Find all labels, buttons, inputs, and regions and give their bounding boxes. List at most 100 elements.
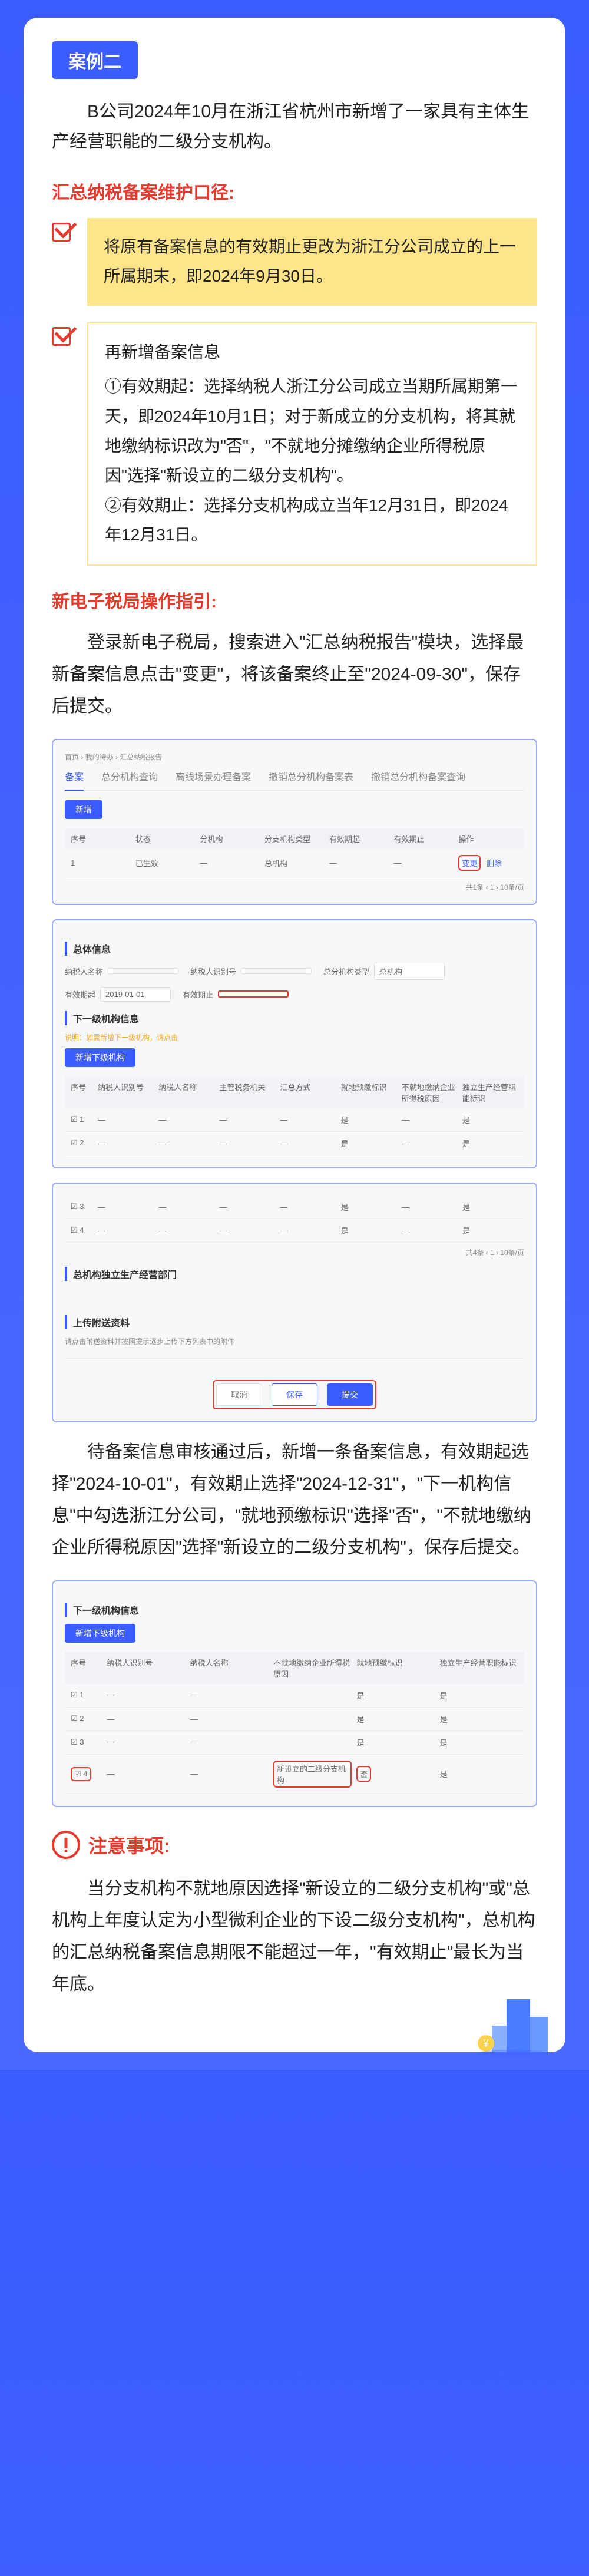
screenshot-1: 首页 › 我的待办 › 汇总纳税报告 备案 总分机构查询 离线场景办理备案 撤销… bbox=[52, 739, 537, 905]
tab-item[interactable]: 离线场景办理备案 bbox=[176, 769, 251, 783]
th: 状态 bbox=[135, 833, 196, 844]
bordered-info-box: 再新增备案信息 ①有效期起：选择纳税人浙江分公司成立当期所属期第一天，即2024… bbox=[87, 322, 537, 566]
heading-maintain: 汇总纳税备案维护口径: bbox=[52, 178, 537, 204]
pager: 共1条 ‹ 1 › 10条/页 bbox=[65, 882, 524, 892]
add-button[interactable]: 新增 bbox=[65, 800, 102, 819]
td: 是 bbox=[440, 1690, 518, 1701]
warning-icon bbox=[52, 1831, 80, 1859]
table-header: 序号 状态 分机构 分支机构类型 有效期起 有效期止 操作 bbox=[65, 828, 524, 849]
form-item: 总分机构类型总机构 bbox=[323, 963, 445, 980]
td: 是 bbox=[356, 1737, 435, 1748]
notice-body: 当分支机构不就地原因选择"新设立的二级分支机构"或"总机构上年度认定为小型微利企… bbox=[52, 1873, 537, 2000]
submit-button[interactable]: 提交 bbox=[327, 1383, 373, 1406]
form-item: 纳税人识别号 bbox=[190, 963, 312, 980]
td: 已生效 bbox=[135, 857, 196, 868]
td: — bbox=[200, 858, 260, 867]
th: 纳税人名称 bbox=[158, 1081, 214, 1104]
point-1: 将原有备案信息的有效期止更改为浙江分公司成立的上一所属期末，即2024年9月30… bbox=[52, 218, 537, 306]
form-item: 有效期起2019-01-01 bbox=[65, 987, 171, 1002]
table-row: ☑ 3—— 是 是 bbox=[65, 1731, 524, 1755]
th: 有效期止 bbox=[394, 833, 454, 844]
td: 是 bbox=[341, 1114, 397, 1125]
breadcrumb: 首页 › 我的待办 › 汇总纳税报告 bbox=[65, 752, 524, 762]
td: 总机构 bbox=[264, 857, 325, 868]
th: 纳税人识别号 bbox=[98, 1081, 154, 1104]
th: 独立生产经营职能标识 bbox=[440, 1657, 518, 1679]
change-link[interactable]: 变更 bbox=[458, 855, 481, 871]
tab-item[interactable]: 撤销总分机构备案查询 bbox=[371, 769, 465, 783]
th: 纳税人识别号 bbox=[107, 1657, 185, 1679]
button-group-marked: 取消 保存 提交 bbox=[213, 1380, 376, 1409]
notice-title: 注意事项: bbox=[88, 1831, 170, 1858]
delete-link[interactable]: 删除 bbox=[487, 859, 502, 868]
th: 不就地缴纳企业所得税原因 bbox=[402, 1081, 458, 1104]
section-title: 上传附送资料 bbox=[65, 1315, 524, 1329]
table-row: ☑ 1———— 是— 是 bbox=[65, 1108, 524, 1132]
td: 是 bbox=[341, 1138, 397, 1149]
screenshot-4: 下一级机构信息 新增下级机构 序号 纳税人识别号 纳税人名称 不就地缴纳企业所得… bbox=[52, 1580, 537, 1807]
td: 是 bbox=[356, 1713, 435, 1725]
td: 是 bbox=[462, 1114, 518, 1125]
table-row: ☑ 2—— 是 是 bbox=[65, 1708, 524, 1731]
th: 就地预缴标识 bbox=[341, 1081, 397, 1104]
section-title: 下一级机构信息 bbox=[65, 1603, 524, 1617]
th: 汇总方式 bbox=[280, 1081, 336, 1104]
th: 分支机构类型 bbox=[264, 833, 325, 844]
form-item: 纳税人名称 bbox=[65, 963, 178, 980]
th: 不就地缴纳企业所得税原因 bbox=[273, 1657, 352, 1679]
add-sub-button[interactable]: 新增下级机构 bbox=[65, 1624, 135, 1643]
th: 序号 bbox=[71, 833, 131, 844]
th: 操作 bbox=[458, 833, 518, 844]
svg-text:¥: ¥ bbox=[482, 2037, 489, 2049]
tab-bar: 备案 总分机构查询 离线场景办理备案 撤销总分机构备案表 撤销总分机构备案查询 bbox=[65, 769, 524, 791]
td: 是 bbox=[440, 1713, 518, 1725]
tab-active[interactable]: 备案 bbox=[65, 769, 84, 791]
section-title: 下一级机构信息 bbox=[65, 1011, 524, 1025]
bordered-box-line2: ②有效期止：选择分支机构成立当年12月31日，即2024年12月31日。 bbox=[105, 491, 519, 550]
add-sub-button[interactable]: 新增下级机构 bbox=[65, 1048, 135, 1067]
td: 是 bbox=[356, 1690, 435, 1701]
pager: 共4条 ‹ 1 › 10条/页 bbox=[65, 1247, 524, 1257]
td: 是 bbox=[440, 1737, 518, 1748]
reason-marked: 新设立的二级分支机构 bbox=[273, 1761, 352, 1788]
table-row-marked: ☑ 4—— 新设立的二级分支机构 否 是 bbox=[65, 1755, 524, 1794]
cancel-button[interactable]: 取消 bbox=[216, 1383, 262, 1406]
check-icon bbox=[52, 223, 71, 242]
screenshot-2: 总体信息 纳税人名称 纳税人识别号 总分机构类型总机构 有效期起2019-01-… bbox=[52, 919, 537, 1168]
td-actions: 变更 删除 bbox=[458, 855, 518, 871]
th: 有效期起 bbox=[329, 833, 389, 844]
notice-heading: 注意事项: bbox=[52, 1831, 537, 1859]
table-row: ☑ 4———— 是— 是 bbox=[65, 1219, 524, 1243]
point-2: 再新增备案信息 ①有效期起：选择纳税人浙江分公司成立当期所属期第一天，即2024… bbox=[52, 322, 537, 566]
bordered-box-line1: ①有效期起：选择纳税人浙江分公司成立当期所属期第一天，即2024年10月1日；对… bbox=[105, 372, 519, 491]
section-title: 总体信息 bbox=[65, 942, 524, 956]
td: — bbox=[394, 858, 454, 867]
guide-text-2: 待备案信息审核通过后，新增一条备案信息，有效期起选择"2024-10-01"，有… bbox=[52, 1436, 537, 1564]
td: — bbox=[329, 858, 389, 867]
flag-marked: 否 bbox=[356, 1766, 371, 1782]
td: 是 bbox=[462, 1138, 518, 1149]
table-row: ☑ 3———— 是— 是 bbox=[65, 1195, 524, 1219]
tab-item[interactable]: 撤销总分机构备案表 bbox=[269, 769, 353, 783]
yellow-highlight-box: 将原有备案信息的有效期止更改为浙江分公司成立的上一所属期末，即2024年9月30… bbox=[87, 218, 537, 306]
date-end-input[interactable] bbox=[218, 990, 289, 998]
table-row: ☑ 2———— 是— 是 bbox=[65, 1132, 524, 1155]
td: 1 bbox=[71, 858, 131, 867]
th: 分机构 bbox=[200, 833, 260, 844]
td: 是 bbox=[462, 1225, 518, 1236]
tab-item[interactable]: 总分机构查询 bbox=[101, 769, 158, 783]
save-button[interactable]: 保存 bbox=[272, 1383, 317, 1406]
check-icon bbox=[52, 327, 71, 346]
intro-text: B公司2024年10月在浙江省杭州市新增了一家具有主体生产经营职能的二级分支机构… bbox=[52, 97, 537, 157]
table-header: 序号 纳税人识别号 纳税人名称 主管税务机关 汇总方式 就地预缴标识 不就地缴纳… bbox=[65, 1076, 524, 1108]
td: 是 bbox=[440, 1768, 518, 1779]
heading-guide: 新电子税局操作指引: bbox=[52, 587, 537, 613]
tip-text: 说明：如需新增下一级机构，请点击 bbox=[65, 1032, 524, 1042]
form-item-marked: 有效期止 bbox=[183, 987, 289, 1002]
th: 序号 bbox=[71, 1081, 93, 1104]
th: 独立生产经营职能标识 bbox=[462, 1081, 518, 1104]
td: 是 bbox=[462, 1201, 518, 1213]
building-decoration-icon: ¥ bbox=[471, 1993, 554, 2058]
screenshot-3: ☑ 3———— 是— 是 ☑ 4———— 是— 是 共4条 ‹ 1 › 10条/… bbox=[52, 1183, 537, 1422]
td: 是 bbox=[341, 1201, 397, 1213]
